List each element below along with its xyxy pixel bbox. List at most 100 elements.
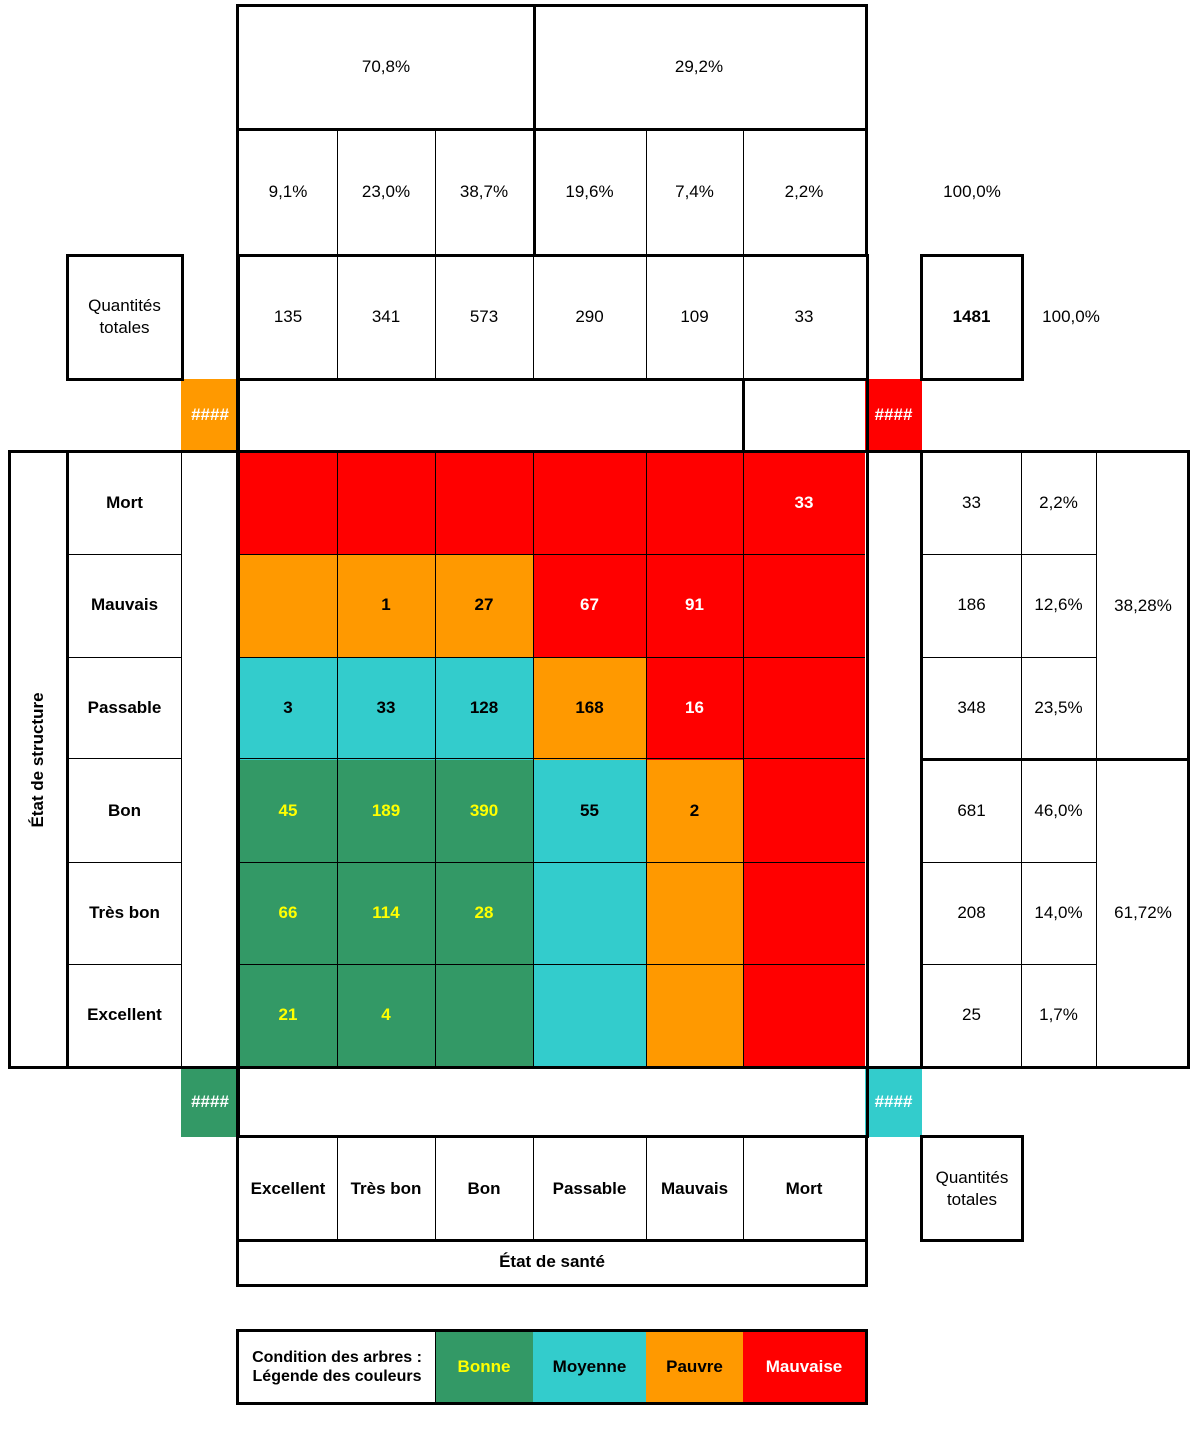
grid-line [236, 1135, 868, 1138]
matrix-cell [435, 964, 533, 1067]
row-pct: 23,5% [1034, 698, 1083, 718]
grid-line [239, 657, 865, 658]
grid-line [1021, 254, 1024, 381]
grid-line [8, 450, 1190, 453]
health-total-0: 135 [273, 306, 303, 326]
matrix-cell [646, 964, 743, 1067]
grid-line [68, 554, 181, 555]
row-total: 33 [962, 492, 981, 512]
health-label: Bon [467, 1178, 501, 1198]
hash-mark-red: #### [865, 379, 922, 452]
matrix-cell [743, 862, 865, 964]
grid-line [742, 378, 745, 453]
matrix-cell: 21 [239, 964, 337, 1067]
row-total: 25 [962, 1005, 981, 1025]
matrix-cell [435, 452, 533, 554]
grid-line [866, 1066, 869, 1138]
grid-line [646, 1137, 647, 1241]
grand-total: 1481 [952, 306, 991, 326]
legend-item-bonne: Bonne [435, 1331, 533, 1403]
matrix-cell: 114 [337, 862, 435, 964]
row-pct: 46,0% [1034, 800, 1083, 820]
grid-line [435, 1137, 436, 1241]
matrix-cell: 67 [533, 554, 646, 657]
legend-item-pauvre: Pauvre [646, 1331, 743, 1403]
grid-line [239, 758, 865, 759]
grid-line [239, 862, 865, 863]
matrix-cell [743, 554, 865, 657]
row-total: 348 [957, 698, 986, 718]
row-total: 681 [957, 800, 986, 820]
matrix-cell [646, 452, 743, 554]
hash-mark-cyan: #### [865, 1067, 922, 1137]
grid-line [533, 1137, 534, 1241]
grid-line [920, 450, 923, 1069]
grid-line [236, 378, 868, 381]
legend-item-mauvaise: Mauvaise [743, 1331, 865, 1403]
grid-line [68, 657, 181, 658]
totals-label-top: Quantités totales [88, 295, 161, 337]
grid-line [920, 378, 1024, 381]
health-label: Excellent [250, 1178, 326, 1198]
health-axis-label: État de santé [499, 1252, 605, 1272]
health-pct-3: 19,6% [565, 182, 614, 202]
health-total-3: 290 [575, 306, 604, 326]
matrix-cell: 4 [337, 964, 435, 1067]
structure-label: Mauvais [90, 595, 159, 615]
row-total: 208 [957, 902, 986, 922]
grid-line [646, 255, 647, 379]
grid-line [337, 128, 338, 256]
structure-label: Passable [87, 698, 162, 718]
grid-line [66, 254, 184, 257]
health-pct-1: 23,0% [361, 182, 411, 202]
health-pct-total: 100,0% [943, 182, 1001, 202]
grid-line [920, 254, 923, 381]
grid-line [68, 964, 181, 965]
matrix-cell [533, 964, 646, 1067]
grid-line [435, 1331, 436, 1403]
matrix-cell: 45 [239, 760, 337, 862]
grid-line [1021, 1135, 1024, 1242]
row-total: 186 [957, 595, 986, 615]
matrix-cell: 1 [337, 554, 435, 657]
health-pct-5: 2,2% [784, 182, 824, 202]
grid-line [920, 254, 1024, 257]
grid-line [236, 1239, 239, 1287]
totals-label-bottom: Quantités totales [935, 1167, 1009, 1209]
matrix-cell: 2 [646, 760, 743, 862]
grid-line [337, 1137, 338, 1241]
matrix-cell: 28 [435, 862, 533, 964]
grid-line [646, 128, 647, 256]
legend-item-moyenne: Moyenne [533, 1331, 646, 1403]
hash-mark-green: #### [181, 1067, 239, 1137]
grid-line [922, 758, 1190, 761]
grid-line [236, 1284, 868, 1287]
row-pct: 12,6% [1034, 595, 1083, 615]
grid-line [865, 1135, 868, 1242]
matrix-cell: 16 [646, 657, 743, 760]
health-label: Très bon [350, 1178, 422, 1198]
matrix-cell [337, 452, 435, 554]
health-label: Passable [552, 1178, 627, 1198]
health-pct-2: 38,7% [459, 182, 509, 202]
grid-line [239, 964, 865, 965]
grid-line [236, 450, 240, 1069]
matrix-cell: 27 [435, 554, 533, 657]
row-group-pct-good: 61,72% [1114, 903, 1172, 923]
grid-line [8, 1066, 1190, 1069]
grid-line [743, 255, 744, 379]
health-pct-4: 7,4% [675, 182, 714, 202]
grid-line [236, 1135, 239, 1242]
matrix-cell [743, 964, 865, 1067]
grid-line [236, 1329, 868, 1332]
grid-line [236, 254, 240, 381]
grid-line [922, 554, 1096, 555]
health-label: Mauvais [660, 1178, 729, 1198]
health-total-5: 33 [794, 306, 814, 326]
structure-axis-label: État de structure [27, 692, 47, 828]
matrix-cell [239, 554, 337, 657]
grid-line [236, 378, 240, 453]
matrix-cell: 168 [533, 657, 646, 760]
grid-line [743, 452, 744, 1067]
